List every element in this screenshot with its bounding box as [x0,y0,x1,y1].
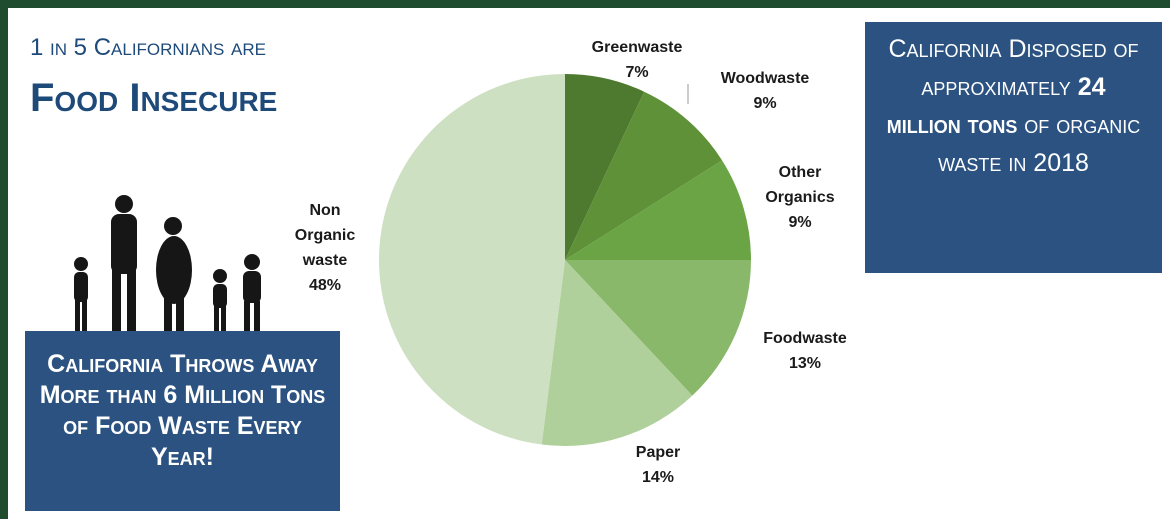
slice-value: 9% [788,214,812,231]
slice-name: Foodwaste [763,330,847,347]
pie-slice [378,73,565,445]
right-box-highlight: 24 million tons [886,73,1106,139]
slice-label: Foodwaste 13% [735,326,875,376]
slice-name: Paper [635,444,681,461]
chart [74,73,751,446]
pie-slice [565,91,723,260]
slice-value: 9% [753,95,777,112]
pie-slice [565,260,751,396]
right-box-text: California Disposed of approximately [888,35,1139,101]
right-box-text: of organic waste in 2018 [938,111,1141,177]
slice-value: 7% [625,64,649,81]
pie-slice [541,260,693,446]
header-line2: Food Insecure [30,76,278,120]
slice-value: 13% [788,355,822,372]
family-silhouette [74,195,261,332]
slice-name: Non Organic waste [294,202,356,269]
slice-name: Other Organics [765,164,835,206]
slice-value: 48% [308,277,342,294]
content: 1 in 5 Californians are Food Insecure Ca… [8,8,1170,519]
slice-label: Other Organics 9% [750,160,850,235]
slice-name: Greenwaste [591,39,683,56]
header-line1: 1 in 5 Californians are [30,34,267,61]
slice-label: Non Organic waste 48% [285,198,365,298]
right-box: California Disposed of approximately 24 … [865,22,1162,273]
slice-label: Woodwaste 9% [695,66,835,116]
left-box: California Throws Away More than 6 Milli… [25,331,340,511]
slice-label: Greenwaste 7% [567,35,707,85]
slice-value: 14% [641,469,675,486]
slice-label: Paper 14% [598,440,718,490]
slice-name: Woodwaste [720,70,810,87]
pie-slice [565,74,645,260]
pie-slice [565,160,751,260]
